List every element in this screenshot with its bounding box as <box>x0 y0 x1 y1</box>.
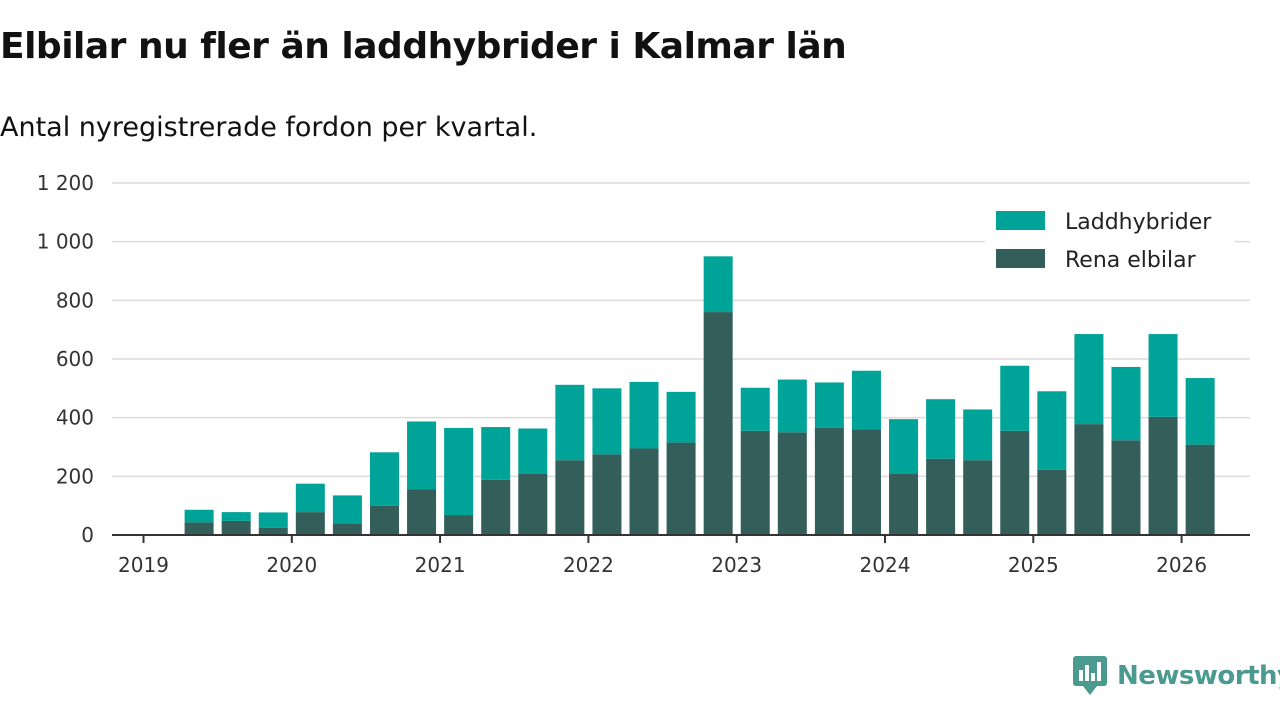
bar-laddhybrider <box>1000 365 1030 431</box>
legend-label-rena-elbilar: Rena elbilar <box>1065 248 1197 273</box>
bar-laddhybrider <box>851 370 881 430</box>
x-tick-label: 2020 <box>266 553 317 577</box>
bar-laddhybrider <box>1185 378 1215 445</box>
bar-rena-elbilar <box>1185 444 1215 535</box>
bar-rena-elbilar <box>258 527 288 535</box>
bar-rena-elbilar <box>555 460 585 535</box>
y-tick-label: 1 000 <box>37 230 94 254</box>
brand-name: Newsworthy <box>1117 661 1280 691</box>
bar-rena-elbilar <box>851 429 881 535</box>
brand-logo: Newsworthy <box>1073 656 1280 696</box>
newsworthy-logo-icon <box>1073 656 1107 695</box>
x-axis: 2019 2020 2021 2022 2023 2024 2025 2026 <box>112 534 1250 577</box>
bar-rena-elbilar <box>777 432 807 535</box>
bar-laddhybrider <box>407 421 437 490</box>
bar-laddhybrider <box>889 419 919 474</box>
bar-rena-elbilar <box>740 430 770 535</box>
bar-laddhybrider <box>1148 334 1178 417</box>
bar-laddhybrider <box>963 409 993 461</box>
bar-rena-elbilar <box>1111 440 1141 535</box>
y-tick-label: 200 <box>56 464 94 488</box>
bar-laddhybrider <box>926 399 956 459</box>
bar-laddhybrider <box>703 256 733 313</box>
legend-swatch-laddhybrider <box>996 211 1045 230</box>
bar-laddhybrider <box>444 427 474 516</box>
bar-laddhybrider <box>295 483 325 513</box>
y-tick-label: 1 200 <box>37 171 94 195</box>
bar-laddhybrider <box>481 427 511 480</box>
x-tick-label: 2025 <box>1008 553 1059 577</box>
bar-laddhybrider <box>184 509 214 523</box>
y-axis-ticks: 0 200 400 600 800 1 000 1 200 <box>37 171 94 547</box>
bar-laddhybrider <box>592 388 622 455</box>
bar-rena-elbilar <box>1000 430 1030 535</box>
bar-rena-elbilar <box>1037 469 1067 535</box>
y-tick-label: 400 <box>56 406 94 430</box>
legend-swatch-rena-elbilar <box>996 249 1045 268</box>
y-tick-label: 0 <box>81 523 94 547</box>
bar-rena-elbilar <box>518 473 548 535</box>
bar-laddhybrider <box>666 391 696 443</box>
bar-rena-elbilar <box>666 442 696 535</box>
bar-laddhybrider <box>1111 366 1141 441</box>
bar-rena-elbilar <box>407 489 437 535</box>
chart-title: Elbilar nu fler än laddhybrider i Kalmar… <box>0 26 847 67</box>
x-tick-label: 2023 <box>711 553 762 577</box>
bar-rena-elbilar <box>221 520 251 535</box>
legend-label-laddhybrider: Laddhybrider <box>1065 210 1212 235</box>
bar-rena-elbilar <box>332 523 362 535</box>
bar-laddhybrider <box>740 387 770 431</box>
bar-rena-elbilar <box>889 473 919 535</box>
bar-rena-elbilar <box>926 458 956 535</box>
bar-rena-elbilar <box>1148 416 1178 535</box>
x-tick-label: 2019 <box>118 553 169 577</box>
bar-laddhybrider <box>814 382 844 428</box>
bars <box>184 256 1215 535</box>
bar-rena-elbilar <box>1074 424 1104 535</box>
bar-rena-elbilar <box>369 505 399 535</box>
y-tick-label: 800 <box>56 288 94 312</box>
bar-laddhybrider <box>332 495 362 524</box>
bar-laddhybrider <box>777 379 807 433</box>
chart-subtitle: Antal nyregistrerade fordon per kvartal. <box>0 112 538 143</box>
bar-rena-elbilar <box>295 512 325 535</box>
y-tick-label: 600 <box>56 347 94 371</box>
bar-laddhybrider <box>1037 391 1067 470</box>
x-tick-label: 2022 <box>563 553 614 577</box>
bar-laddhybrider <box>258 512 288 528</box>
bar-rena-elbilar <box>629 448 659 535</box>
bar-laddhybrider <box>629 381 659 449</box>
bar-rena-elbilar <box>814 427 844 535</box>
bar-rena-elbilar <box>481 479 511 535</box>
bar-rena-elbilar <box>703 312 733 535</box>
x-tick-label: 2021 <box>415 553 466 577</box>
bar-rena-elbilar <box>592 454 622 535</box>
legend: Laddhybrider Rena elbilar <box>985 202 1235 290</box>
bar-laddhybrider <box>518 428 548 474</box>
bar-rena-elbilar <box>444 515 474 535</box>
bar-laddhybrider <box>369 452 399 506</box>
x-tick-label: 2024 <box>860 553 911 577</box>
bar-laddhybrider <box>1074 334 1104 425</box>
bar-rena-elbilar <box>963 460 993 535</box>
bar-laddhybrider <box>555 384 585 461</box>
bar-rena-elbilar <box>184 522 214 535</box>
x-tick-label: 2026 <box>1156 553 1207 577</box>
bar-laddhybrider <box>221 512 251 521</box>
